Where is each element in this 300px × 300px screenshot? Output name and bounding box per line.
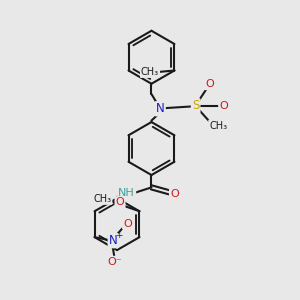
Text: O⁻: O⁻ [107, 257, 122, 267]
Text: CH₃: CH₃ [93, 194, 111, 204]
Text: S: S [192, 99, 199, 112]
Text: O: O [116, 197, 124, 207]
Text: +: + [115, 231, 122, 240]
Text: O: O [170, 189, 179, 199]
Text: CH₃: CH₃ [209, 121, 227, 130]
Text: CH₃: CH₃ [141, 67, 159, 77]
Text: N: N [109, 234, 118, 247]
Text: N: N [156, 102, 165, 115]
Text: O: O [219, 101, 228, 111]
Text: NH: NH [118, 188, 135, 198]
Text: O: O [205, 79, 214, 89]
Text: O: O [123, 219, 132, 229]
